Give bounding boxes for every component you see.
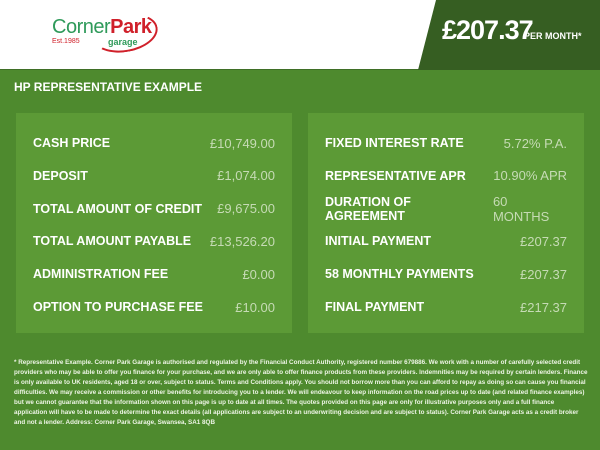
logo-est: Est.1985	[52, 38, 80, 45]
row-value: £10,749.00	[209, 135, 275, 151]
finance-row: REPRESENTATIVE APR 10.90% APR	[325, 166, 567, 186]
logo-text-park: Park	[110, 16, 152, 38]
row-value: £1,074.00	[217, 168, 275, 184]
logo-text-corner: Corner	[52, 16, 111, 38]
row-label: TOTAL AMOUNT PAYABLE	[33, 234, 192, 249]
finance-row: TOTAL AMOUNT OF CREDIT £9,675.00	[33, 199, 275, 219]
row-label: OPTION TO PURCHASE FEE	[33, 300, 203, 314]
row-label: 58 MONTHLY PAYMENTS	[325, 267, 474, 282]
row-value: £10.00	[235, 299, 275, 315]
row-value: 10.90% APR	[493, 168, 567, 184]
row-value: 60 MONTHS	[492, 193, 550, 224]
finance-row: FINAL PAYMENT £217.37	[325, 297, 567, 317]
finance-row: CASH PRICE £10,749.00	[33, 133, 275, 153]
finance-row: FIXED INTEREST RATE 5.72% P.A.	[325, 133, 567, 153]
row-value: £13,526.20	[209, 233, 275, 249]
finance-row: OPTION TO PURCHASE FEE £10.00	[33, 297, 275, 317]
right-panel: FIXED INTEREST RATE 5.72% P.A. REPRESENTAT…	[308, 113, 584, 333]
monthly-price-box	[418, 0, 600, 70]
finance-row: INITIAL PAYMENT £207.37	[325, 231, 567, 251]
row-label: FINAL PAYMENT	[325, 300, 425, 314]
logo-garage: garage	[108, 37, 138, 47]
row-value: £207.37	[520, 266, 567, 282]
monthly-price: £207.37	[442, 15, 534, 45]
row-label: FIXED INTEREST RATE	[325, 136, 464, 150]
row-value: £9,675.00	[217, 201, 275, 217]
section-title: HP REPRESENTATIVE EXAMPLE	[14, 80, 203, 94]
disclaimer: * Representative Example. Corner Park Ga…	[14, 359, 588, 426]
row-label: DEPOSIT	[33, 168, 88, 183]
finance-row: ADMINISTRATION FEE £0.00	[33, 264, 275, 284]
finance-row: DURATION OF AGREEMENT 60 MONTHS	[325, 194, 567, 224]
left-panel: CASH PRICE £10,749.00 DEPOSIT £1,074.00 TOTA…	[16, 113, 292, 333]
finance-row: DEPOSIT £1,074.00	[33, 166, 275, 186]
row-value: £217.37	[520, 299, 567, 315]
row-label: ADMINISTRATION FEE	[33, 267, 169, 282]
finance-row: 58 MONTHLY PAYMENTS £207.37	[325, 264, 567, 284]
row-value: £207.37	[520, 233, 567, 249]
row-label: INITIAL PAYMENT	[325, 234, 432, 249]
row-value: £0.00	[242, 266, 275, 282]
row-label: CASH PRICE	[33, 136, 111, 150]
row-label: TOTAL AMOUNT OF CREDIT	[33, 201, 202, 216]
row-label: DURATION OF AGREEMENT	[325, 194, 411, 223]
row-value: 5.72% P.A.	[503, 135, 567, 151]
row-label: REPRESENTATIVE APR	[325, 168, 466, 183]
per-month-label: PER MONTH*	[524, 31, 582, 41]
finance-row: TOTAL AMOUNT PAYABLE £13,526.20	[33, 231, 275, 251]
logo[interactable]: CornerPark Est.1985 garage	[52, 8, 161, 58]
